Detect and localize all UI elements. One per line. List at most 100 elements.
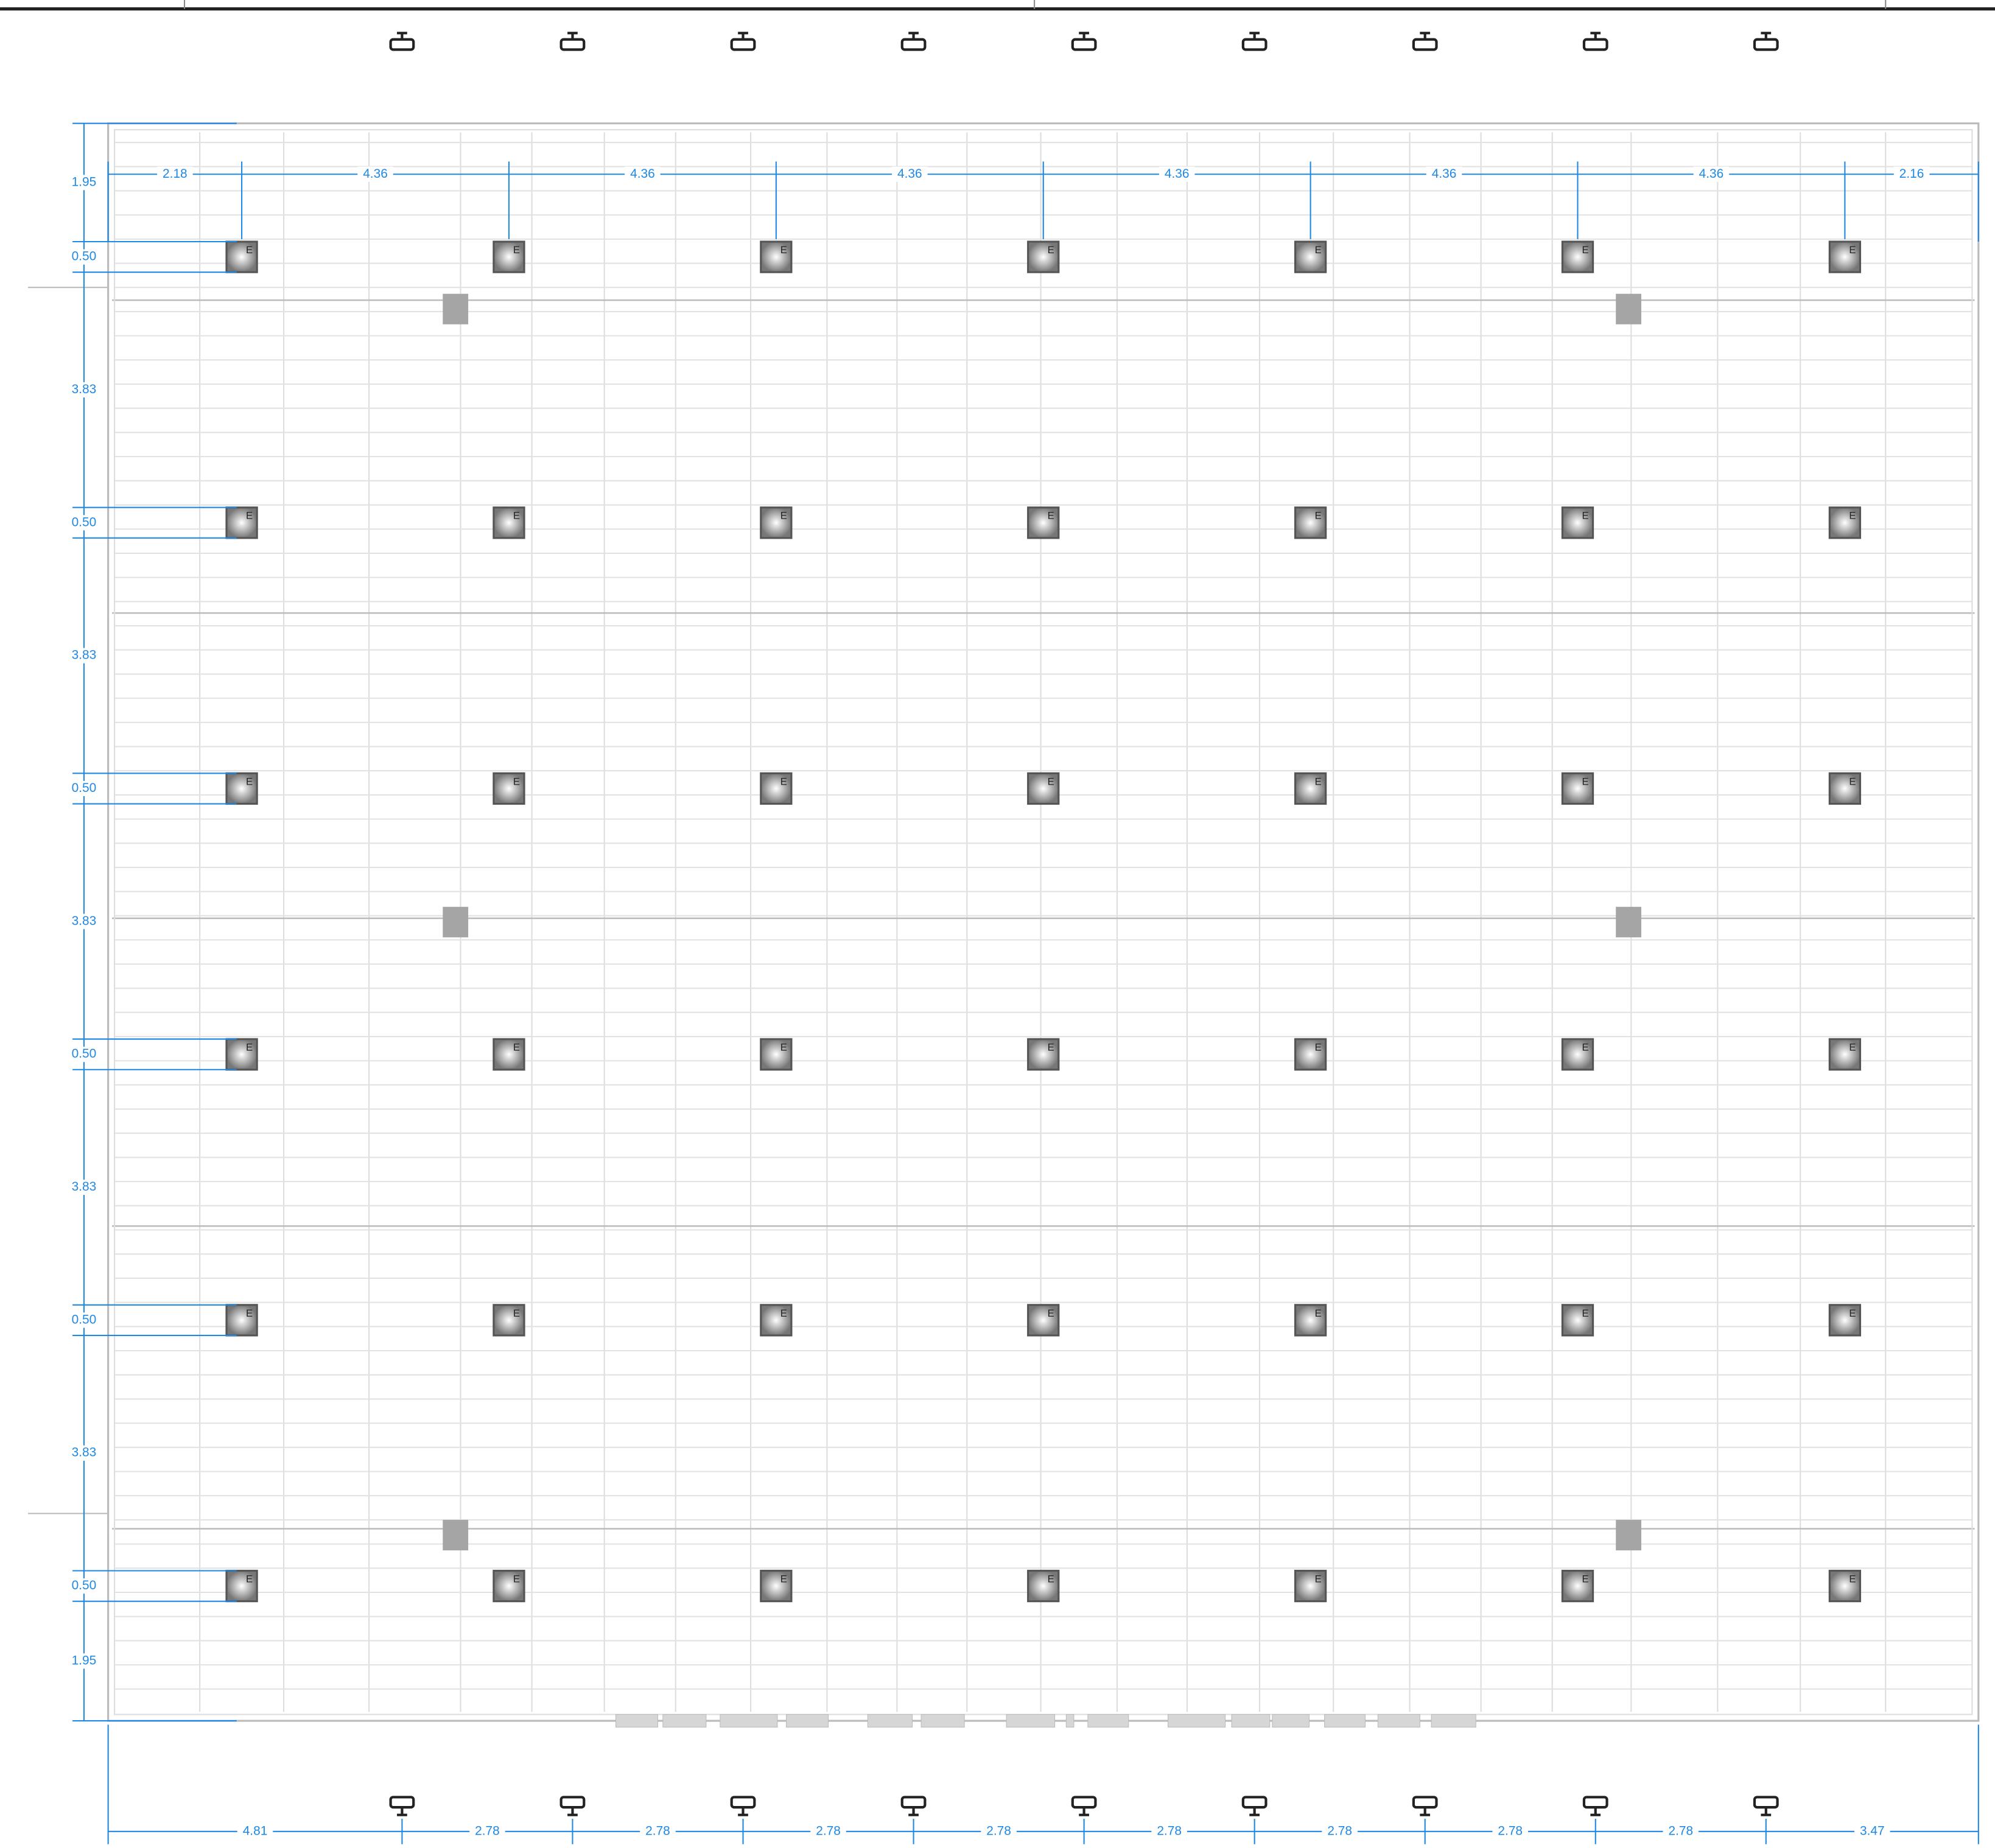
room-tag	[1065, 1714, 1075, 1728]
fixture-label: E	[246, 244, 253, 256]
light-fixture	[493, 1038, 525, 1071]
dimension-label: 4.36	[630, 167, 655, 181]
annotations: E E E E E E E E E E E E E E E E E E E E E E E E E E E E E E E E E E E E E E E E…	[66, 32, 1979, 1844]
light-fixture	[493, 506, 525, 539]
dimension-label: 2.18	[163, 167, 188, 181]
dimension-label: 3.83	[72, 1446, 97, 1460]
fixture-label: E	[246, 510, 253, 522]
light-fixture	[225, 772, 258, 805]
light-fixture	[760, 772, 793, 805]
fixture-label: E	[780, 1573, 787, 1585]
light-fixture	[1294, 1304, 1327, 1337]
wall-fixture	[1071, 38, 1097, 51]
dimension-mask	[625, 166, 661, 182]
light-fixture	[760, 1304, 793, 1337]
fixture-label: E	[513, 1041, 520, 1053]
dimension-label: 4.36	[1699, 167, 1724, 181]
light-fixture	[760, 506, 793, 539]
wall-fixture	[1071, 1796, 1097, 1809]
dimension-mask	[237, 1824, 273, 1839]
dimension-mask	[1854, 1824, 1890, 1839]
fixture-label: E	[1048, 510, 1054, 522]
dimension-mask	[66, 515, 102, 531]
wall-fixture	[1241, 1796, 1267, 1809]
fixture-label: E	[1315, 1307, 1322, 1319]
light-fixture	[1828, 506, 1862, 539]
fixture-label: E	[780, 1307, 787, 1319]
light-fixture	[1561, 1569, 1594, 1603]
fixture-label: E	[513, 244, 520, 256]
light-fixture	[493, 1569, 525, 1603]
dimension-mask	[1426, 166, 1462, 182]
light-fixture	[1828, 772, 1862, 805]
dimension-mask	[1151, 1824, 1187, 1839]
wall-fixture	[730, 1796, 756, 1809]
fixture-label: E	[1048, 244, 1054, 256]
dimension-label: 2.78	[1157, 1824, 1182, 1838]
fixture-label: E	[1315, 775, 1322, 787]
dimension-mask	[810, 1824, 846, 1839]
fixture-label: E	[780, 1041, 787, 1053]
fixture-label: E	[246, 1573, 253, 1585]
dimension-mask	[1663, 1824, 1699, 1839]
fixture-label: E	[513, 1307, 520, 1319]
dimension-mask	[357, 166, 393, 182]
fixture-label: E	[513, 1573, 520, 1585]
dimension-label: 1.95	[72, 175, 97, 189]
dimension-mask	[66, 175, 102, 191]
dimension-label: 3.83	[72, 648, 97, 662]
fixture-label: E	[1849, 1573, 1856, 1585]
ceiling-grid	[111, 132, 1975, 1712]
fixture-label: E	[1582, 775, 1588, 787]
wall-fixture	[730, 38, 756, 51]
room-tag	[1272, 1714, 1310, 1728]
column	[443, 906, 469, 937]
dimension-label: 2.78	[1668, 1824, 1693, 1838]
fixture-label: E	[513, 775, 520, 787]
light-fixture	[1294, 506, 1327, 539]
room-tag	[1377, 1714, 1420, 1728]
light-fixture	[1561, 240, 1594, 273]
light-fixture	[1294, 1038, 1327, 1071]
fixture-label: E	[1582, 244, 1588, 256]
dimension-label: 4.36	[1432, 167, 1457, 181]
light-fixture	[760, 240, 793, 273]
light-fixture	[493, 772, 525, 805]
room-tag	[1324, 1714, 1366, 1728]
wall-fixture	[900, 38, 927, 51]
fixture-label: E	[1048, 1573, 1054, 1585]
fixture-label: E	[780, 510, 787, 522]
light-fixture	[1561, 506, 1594, 539]
dimension-mask	[66, 1046, 102, 1062]
room-tag	[1231, 1714, 1271, 1728]
dimension-mask	[1492, 1824, 1528, 1839]
dimension-mask	[66, 382, 102, 397]
dimension-label: 1.95	[72, 1653, 97, 1667]
light-fixture	[1027, 1304, 1060, 1337]
dimension-mask	[66, 249, 102, 265]
dimension-label: 2.78	[1327, 1824, 1352, 1838]
dimension-mask	[66, 914, 102, 929]
wall-fixture	[1412, 38, 1438, 51]
dimension-mask	[66, 1653, 102, 1669]
room-tag	[867, 1714, 913, 1728]
dimension-label: 2.78	[645, 1824, 670, 1838]
light-fixture	[1561, 1038, 1594, 1071]
light-fixture	[1027, 506, 1060, 539]
light-fixture	[760, 1569, 793, 1603]
fixture-label: E	[1048, 1041, 1054, 1053]
dimension-label: 0.50	[72, 250, 97, 264]
fixture-label: E	[1048, 1307, 1054, 1319]
dimension-mask	[66, 648, 102, 663]
dimension-label: 4.36	[1165, 167, 1190, 181]
fixture-label: E	[1849, 1307, 1856, 1319]
dimension-label: 0.50	[72, 1047, 97, 1061]
column	[1616, 906, 1642, 937]
room-tag	[662, 1714, 707, 1728]
fixture-label: E	[246, 1041, 253, 1053]
light-fixture	[225, 506, 258, 539]
dimension-label: 2.78	[1498, 1824, 1523, 1838]
